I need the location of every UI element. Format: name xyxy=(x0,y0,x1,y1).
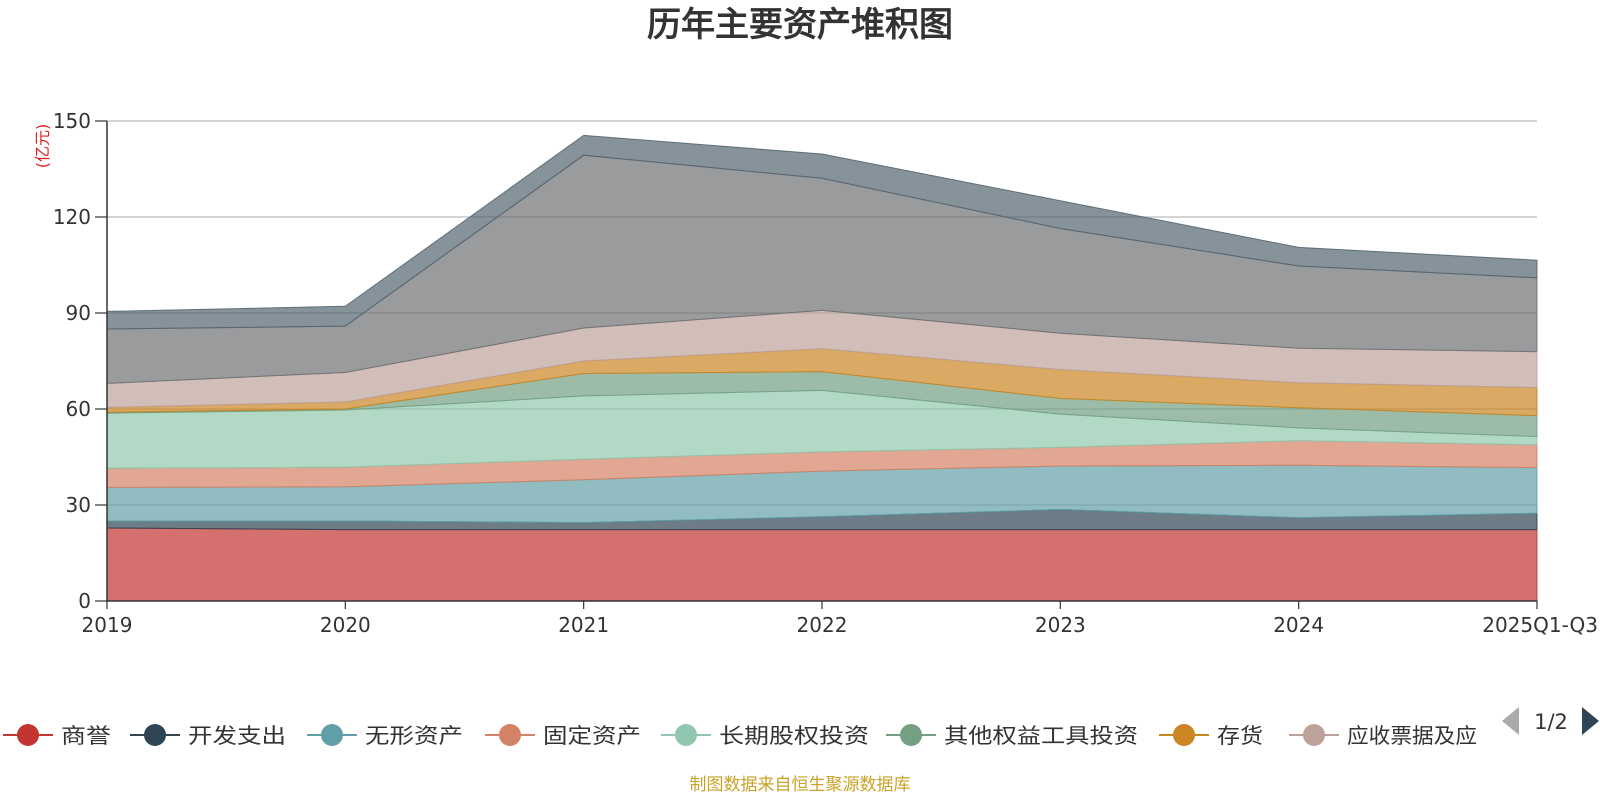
legend-circle-icon xyxy=(144,724,166,746)
legend-item[interactable]: 开发支出 xyxy=(130,724,286,748)
y-tick-label: 150 xyxy=(53,109,91,133)
legend-item[interactable]: 无形资产 xyxy=(307,724,463,748)
axes: 2019 2020 2021 2022 2023 2024 2025Q1-Q3 xyxy=(82,121,1598,637)
y-tick-label: 0 xyxy=(78,589,91,613)
legend-label: 长期股权投资 xyxy=(719,724,869,748)
legend-circle-icon xyxy=(499,724,521,746)
legend-prev-page-icon[interactable] xyxy=(1502,707,1519,735)
legend-circle-icon xyxy=(675,724,697,746)
source-note: 制图数据来自恒生聚源数据库 xyxy=(690,775,911,795)
legend-circle-icon xyxy=(321,724,343,746)
chart-title: 历年主要资产堆积图 xyxy=(647,5,953,45)
legend-item[interactable]: 应收票据及应 xyxy=(1289,724,1477,748)
legend: 商誉 开发支出 无形资产 固定资产 长期股权投资 其他权益工具投资 存货 应收票据及应 1/2 xyxy=(3,707,1599,748)
legend-label: 其他权益工具投资 xyxy=(944,724,1138,748)
legend-label: 应收票据及应 xyxy=(1347,724,1477,748)
x-tick-label: 2025Q1-Q3 xyxy=(1482,613,1598,637)
legend-label: 存货 xyxy=(1217,724,1263,748)
x-tick-label: 2021 xyxy=(558,613,609,637)
legend-label: 无形资产 xyxy=(365,724,463,748)
legend-circle-icon xyxy=(1173,724,1195,746)
legend-item[interactable]: 其他权益工具投资 xyxy=(886,724,1138,748)
legend-item[interactable]: 商誉 xyxy=(3,724,111,748)
y-tick-label: 90 xyxy=(66,301,91,325)
legend-circle-icon xyxy=(1303,724,1325,746)
legend-label: 固定资产 xyxy=(543,724,641,748)
legend-label: 商誉 xyxy=(61,724,111,748)
legend-label: 开发支出 xyxy=(188,724,286,748)
area-series-group xyxy=(106,134,1538,602)
legend-item[interactable]: 固定资产 xyxy=(485,724,641,748)
x-tick-label: 2024 xyxy=(1273,613,1324,637)
y-axis-unit-label: (亿元) xyxy=(33,124,52,169)
legend-items: 商誉 开发支出 无形资产 固定资产 长期股权投资 其他权益工具投资 存货 应收票据及应 xyxy=(3,724,1477,748)
area-series-10 xyxy=(106,134,1538,330)
y-tick-label: 60 xyxy=(66,397,91,421)
x-tick-label: 2019 xyxy=(82,613,133,637)
x-tick-label: 2022 xyxy=(797,613,848,637)
legend-next-page-icon[interactable] xyxy=(1582,707,1599,735)
y-tick-label: 30 xyxy=(66,493,91,517)
legend-page-indicator: 1/2 xyxy=(1534,710,1568,734)
legend-circle-icon xyxy=(17,724,39,746)
area-series-1 xyxy=(106,527,1538,602)
x-tick-label: 2020 xyxy=(320,613,371,637)
x-tick-label: 2023 xyxy=(1035,613,1086,637)
legend-circle-icon xyxy=(900,724,922,746)
legend-item[interactable]: 长期股权投资 xyxy=(661,724,869,748)
legend-item[interactable]: 存货 xyxy=(1159,724,1263,748)
y-tick-label: 120 xyxy=(53,205,91,229)
